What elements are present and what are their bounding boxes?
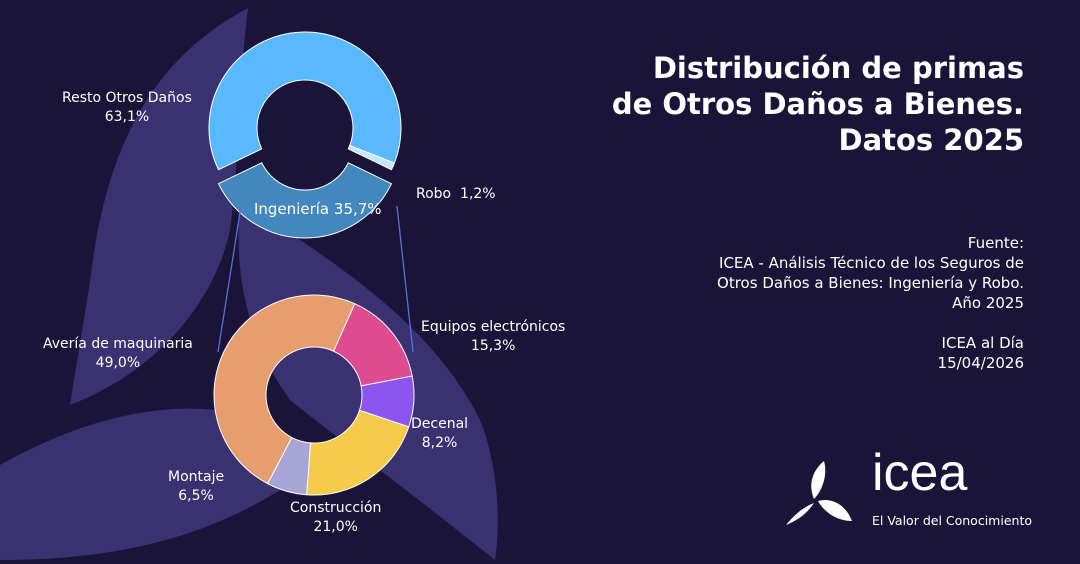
- logo-word: icea: [872, 444, 968, 502]
- decor-leaf-top: [70, 8, 248, 405]
- donut-top: [208, 31, 402, 239]
- decor-leaf-bottom: [0, 408, 301, 560]
- source-label: Fuente:: [967, 234, 1024, 252]
- label-averia-maquinaria: Avería de maquinaria 49,0%: [43, 336, 193, 371]
- slice-averia-de-maquinaria: [213, 294, 356, 485]
- icea-leaf-icon: [786, 461, 852, 525]
- label-construccion: Construcción 21,0%: [290, 500, 382, 535]
- slice-resto-otros-danos: [208, 31, 402, 171]
- label-montaje: Montaje 6,5%: [168, 469, 225, 504]
- label-ingenieria: Ingeniería 35,7%: [254, 200, 382, 218]
- page-title: Distribución de primas de Otros Daños a …: [611, 51, 1024, 157]
- connector-line-right: [396, 205, 414, 353]
- connector-line-left: [217, 205, 242, 353]
- label-robo: Robo 1,2%: [416, 186, 496, 202]
- source-block: Fuente: ICEA - Análisis Técnico de los S…: [604, 233, 1024, 373]
- slice-robo: [347, 144, 396, 171]
- logo-tagline: El Valor del Conocimiento: [872, 513, 1032, 528]
- publication-name: ICEA al Día: [941, 334, 1024, 352]
- label-resto-otros-danos: Resto Otros Daños 63,1%: [62, 90, 192, 125]
- source-text: ICEA - Análisis Técnico de los Seguros d…: [717, 254, 1024, 312]
- icea-logo: icea El Valor del Conocimiento: [784, 444, 1044, 535]
- label-decenal: Decenal 8,2%: [411, 416, 469, 451]
- label-equipos-electronicos: Equipos electrónicos 15,3%: [421, 319, 566, 354]
- donut-bottom: [213, 294, 415, 496]
- publication-date: 15/04/2026: [937, 354, 1024, 372]
- slice-ingenieria: [217, 162, 393, 239]
- slice-construccion: [306, 409, 410, 496]
